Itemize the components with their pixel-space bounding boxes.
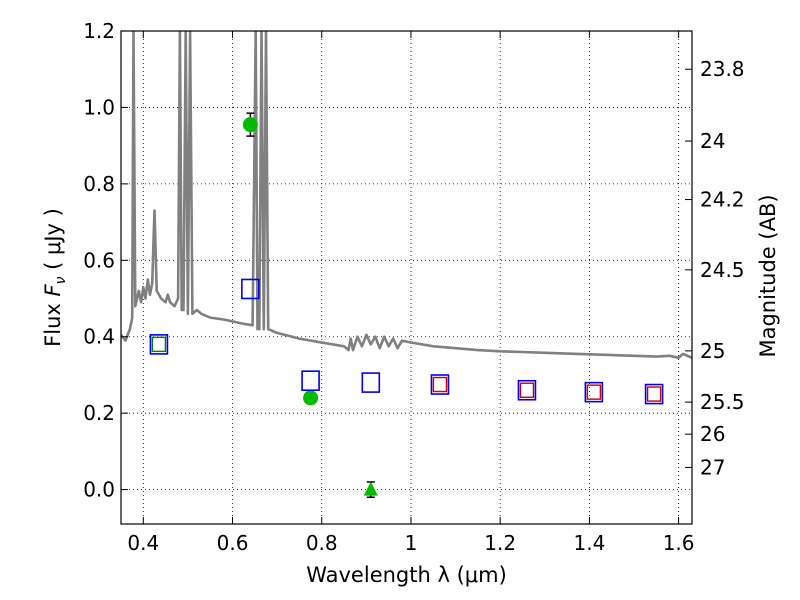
model-photometry-square [644, 383, 664, 405]
y-tick-label: 1.0 [83, 95, 115, 119]
right-tick-label: 25.5 [700, 390, 745, 414]
right-tick-label: 24 [700, 129, 725, 153]
model-spectrum-line [121, 31, 692, 360]
model-photometry-square [430, 374, 450, 395]
model-photometry-inner-square [151, 336, 167, 353]
right-tick-label: 27 [700, 455, 725, 479]
model-photometry-inner-square [432, 376, 448, 393]
y-axis-label-left: Flux Fν ( μJy ) [41, 208, 69, 347]
measured-point [303, 390, 319, 406]
x-axis-label: Wavelength λ (μm) [306, 563, 507, 587]
x-tick-label: 0.6 [217, 531, 249, 555]
model-photometry-square [361, 372, 381, 393]
model-photometry-square [517, 379, 537, 401]
model-photometry-square [241, 278, 260, 300]
tick-layer: 0.4 0.6 0.8 1 1.2 1.4 1.6 0.0 0.2 0.4 0.6 0.8 1.0 1.2… [83, 19, 744, 555]
x-tick-label: 0.4 [127, 531, 159, 555]
x-tick-label: 1 [405, 531, 418, 555]
data-layer [121, 31, 692, 498]
model-photometry-square [301, 370, 320, 391]
right-tick-label: 26 [700, 422, 725, 446]
x-tick-label: 1.6 [663, 531, 695, 555]
y-tick-label: 0.4 [83, 325, 115, 349]
right-tick-label: 24.5 [700, 258, 745, 282]
measured-point [242, 117, 258, 133]
grid-layer [121, 30, 692, 524]
right-tick-label: 24.2 [700, 188, 745, 212]
plot-frame [120, 30, 693, 525]
model-photometry-inner-square [646, 386, 662, 402]
x-tick-label: 1.4 [573, 531, 605, 555]
x-tick-label: 1.2 [484, 531, 516, 555]
y-axis-label-right: Magnitude (AB) [756, 194, 780, 357]
y-tick-label: 0.6 [83, 248, 115, 272]
y-tick-label: 0.0 [83, 478, 115, 502]
y-tick-label: 0.2 [83, 401, 115, 425]
plot-area [121, 31, 692, 498]
model-photometry-inner-square [519, 382, 535, 398]
x-tick-label: 0.8 [306, 531, 338, 555]
measured-point-triangle [363, 481, 378, 496]
right-tick-label: 23.8 [700, 57, 745, 81]
model-photometry-square [584, 381, 604, 403]
y-tick-label: 0.8 [83, 172, 115, 196]
y-tick-label: 1.2 [83, 19, 115, 43]
model-photometry-square [149, 334, 169, 355]
model-photometry-inner-square [586, 384, 602, 400]
right-tick-label: 25 [700, 339, 725, 363]
